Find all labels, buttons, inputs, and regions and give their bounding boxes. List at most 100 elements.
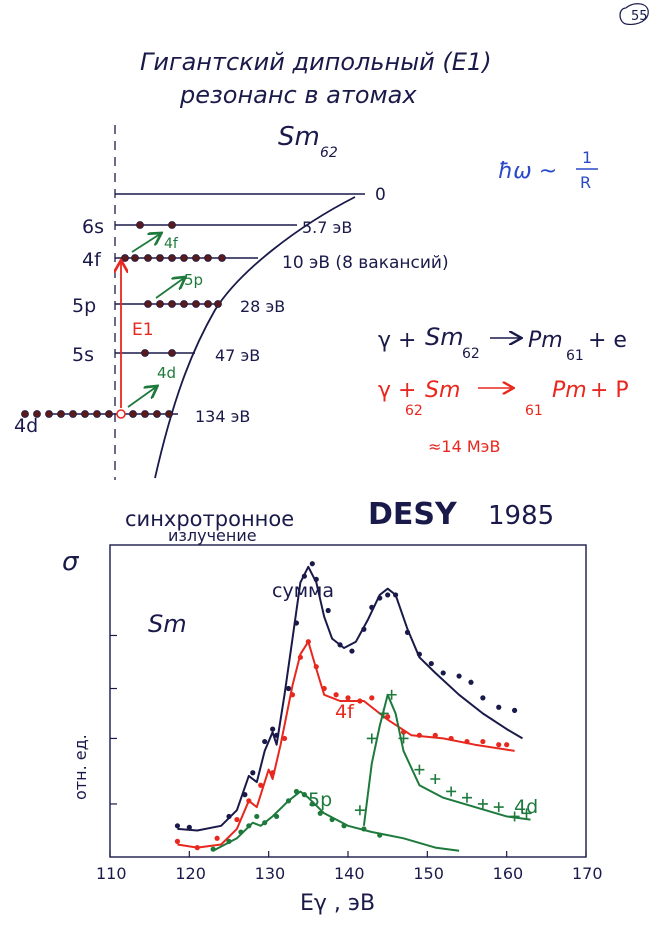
electron-4d — [69, 410, 77, 418]
desy-label: DESY — [368, 497, 458, 532]
data-point-4f — [369, 695, 375, 701]
data-point-4f — [174, 838, 181, 845]
hole-4d — [116, 409, 126, 419]
reaction-2-sm-z: 62 — [405, 403, 423, 419]
electron-4d — [141, 410, 149, 418]
arrow-to-5p — [155, 278, 184, 299]
electron-4d — [165, 410, 173, 418]
electron-5s — [168, 349, 176, 357]
data-point-5p — [226, 838, 232, 845]
mev-note: ≈14 МэВ — [428, 437, 500, 456]
electron-4d — [93, 410, 101, 418]
data-point-5p — [329, 816, 335, 823]
electron-4f — [218, 254, 226, 262]
level-name-6s: 6s — [82, 216, 104, 238]
reaction-2-lhs: γ + — [378, 378, 416, 403]
data-point-4f — [432, 732, 438, 738]
electron-4f — [168, 254, 176, 262]
series-label-sum: сумма — [272, 580, 334, 602]
data-point-сумма — [262, 738, 268, 745]
reaction-1-rhs: + e — [588, 328, 627, 353]
reaction-2-pm-z: 61 — [525, 403, 543, 419]
data-point-4f — [281, 735, 288, 742]
title-line-1: Гигантский дипольный (E1) — [140, 48, 492, 76]
data-point-5p — [246, 823, 252, 829]
series-label-4d: 4d — [514, 796, 538, 818]
reaction-1-sm-z: 62 — [462, 346, 480, 362]
data-point-сумма — [349, 648, 355, 654]
data-point-сумма — [511, 707, 518, 713]
data-point-сумма — [428, 660, 434, 667]
label-to-5p: 5p — [184, 271, 203, 289]
reaction-2-rhs: + P — [590, 378, 629, 403]
data-point-сумма — [480, 695, 486, 701]
electron-5p — [156, 300, 164, 308]
reaction-1-sm: Sm — [425, 323, 464, 351]
data-point-4d — [521, 808, 532, 819]
level-energy-6s: 5.7 эВ — [302, 218, 352, 237]
formula-denominator: R — [580, 173, 591, 192]
reaction-1-pm: Pm — [528, 328, 563, 353]
data-point-4d — [386, 689, 397, 700]
panel-label: Sm — [148, 610, 187, 638]
data-point-сумма — [440, 670, 446, 676]
x-tick-label: 120 — [175, 864, 206, 883]
level-energy-5s: 47 эВ — [215, 346, 260, 365]
data-point-4f — [321, 685, 327, 692]
x-tick-label: 150 — [413, 864, 444, 883]
electron-4d — [21, 410, 29, 418]
page-number-text: 55 — [631, 9, 648, 24]
electron-5p — [214, 300, 222, 308]
data-point-4f — [345, 695, 351, 701]
data-point-сумма — [456, 673, 462, 679]
y-axis-symbol: σ — [62, 547, 80, 577]
data-point-4f — [357, 698, 363, 704]
data-point-5p — [262, 820, 268, 826]
reaction-2-pm: Pm — [552, 378, 587, 403]
cross-section-chart: σ отн. ед. Sm Eγ , эВ сумма 4f 5p 4d 110… — [62, 544, 603, 916]
data-point-5p — [309, 801, 315, 807]
reaction-1: γ + Sm 62 Pm 61 + e — [378, 323, 627, 364]
label-to-4d: 4d — [157, 364, 176, 382]
series-line-сумма — [177, 565, 524, 832]
series-line-4d — [362, 693, 531, 826]
electron-4f — [144, 254, 152, 262]
data-point-4f — [333, 692, 339, 698]
data-point-5p — [301, 792, 307, 798]
data-point-сумма — [285, 685, 292, 692]
data-point-сумма — [385, 592, 391, 598]
data-point-сумма — [270, 726, 276, 732]
data-point-4f — [504, 742, 510, 748]
data-point-5p — [274, 813, 280, 820]
data-point-4f — [385, 714, 391, 720]
data-point-5p — [341, 823, 347, 829]
x-tick-label: 130 — [255, 864, 286, 883]
data-point-сумма — [250, 770, 256, 776]
data-point-4f — [416, 732, 422, 738]
electron-6s — [136, 221, 144, 229]
energy-level-diagram: 0 6s 4f 5p 5s 4d 5.7 эВ 10 эВ (8 ваканси… — [14, 125, 449, 480]
data-point-4d — [509, 811, 520, 822]
data-point-сумма — [274, 732, 280, 738]
x-tick-label: 110 — [96, 864, 127, 883]
data-point-4f — [289, 692, 296, 698]
arrow-to-4d — [127, 387, 156, 408]
electron-4f — [156, 254, 164, 262]
element-label: Sm — [278, 122, 320, 152]
data-point-4f — [270, 770, 276, 776]
electron-4f — [192, 254, 200, 262]
potential-curve — [154, 196, 356, 479]
electron-4f — [131, 254, 139, 262]
data-point-4f — [258, 782, 264, 788]
data-point-5p — [238, 829, 244, 835]
y-axis-units: отн. ед. — [71, 734, 90, 800]
formula-numerator: 1 — [582, 148, 592, 167]
data-point-сумма — [361, 626, 367, 632]
electron-5p — [168, 300, 176, 308]
electron-4f — [204, 254, 212, 262]
data-point-сумма — [377, 595, 383, 601]
level-energy-4f: 10 эВ (8 вакансий) — [282, 253, 449, 273]
series-line-4f — [177, 640, 515, 849]
data-point-4f — [194, 845, 200, 851]
